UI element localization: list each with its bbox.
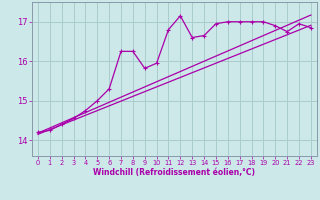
X-axis label: Windchill (Refroidissement éolien,°C): Windchill (Refroidissement éolien,°C)	[93, 168, 255, 177]
